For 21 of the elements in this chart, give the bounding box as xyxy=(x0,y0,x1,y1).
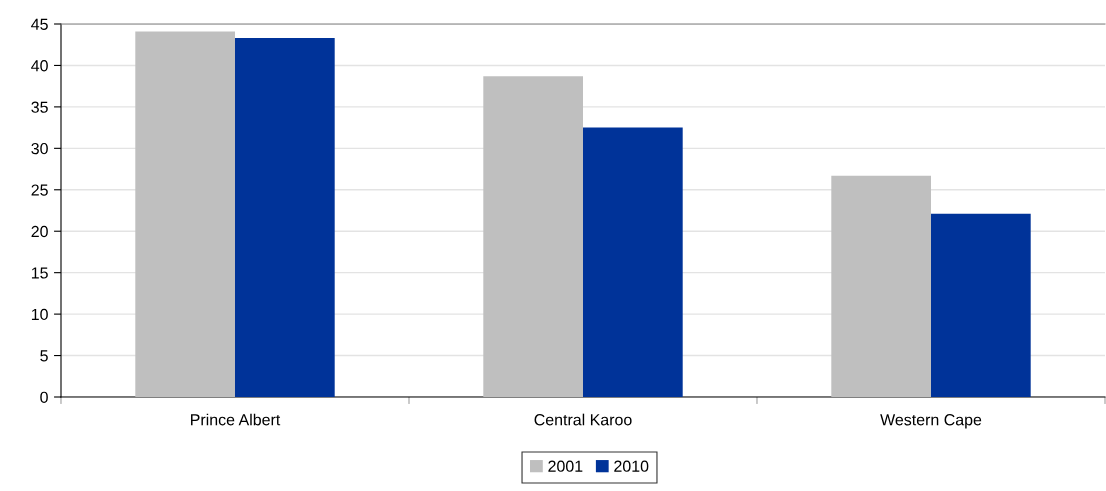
y-tick-label: 30 xyxy=(31,142,48,155)
y-tick-label: 25 xyxy=(31,184,48,196)
x-tick-label: Western Cape xyxy=(880,414,982,429)
bar xyxy=(583,127,683,397)
bar xyxy=(235,38,335,397)
x-tick-label: Prince Albert xyxy=(191,413,281,426)
y-tick-label: 5 xyxy=(40,350,48,362)
y-tick-label: 15 xyxy=(31,267,48,279)
y-tick-label: 0 xyxy=(40,391,48,403)
y-tick-label: 35 xyxy=(31,101,48,113)
y-tick-label: 20 xyxy=(31,225,48,238)
legend-label: 2010 xyxy=(614,460,649,472)
bar xyxy=(135,31,235,397)
bar xyxy=(483,76,583,397)
y-tick-label: 45 xyxy=(31,18,48,30)
bar xyxy=(931,213,1031,397)
y-tick-label: 10 xyxy=(31,308,48,321)
bar xyxy=(831,175,931,397)
legend-label: 2001 xyxy=(548,460,583,472)
x-tick-label: Central Karoo xyxy=(534,413,632,426)
y-tick-label: 40 xyxy=(31,60,48,72)
